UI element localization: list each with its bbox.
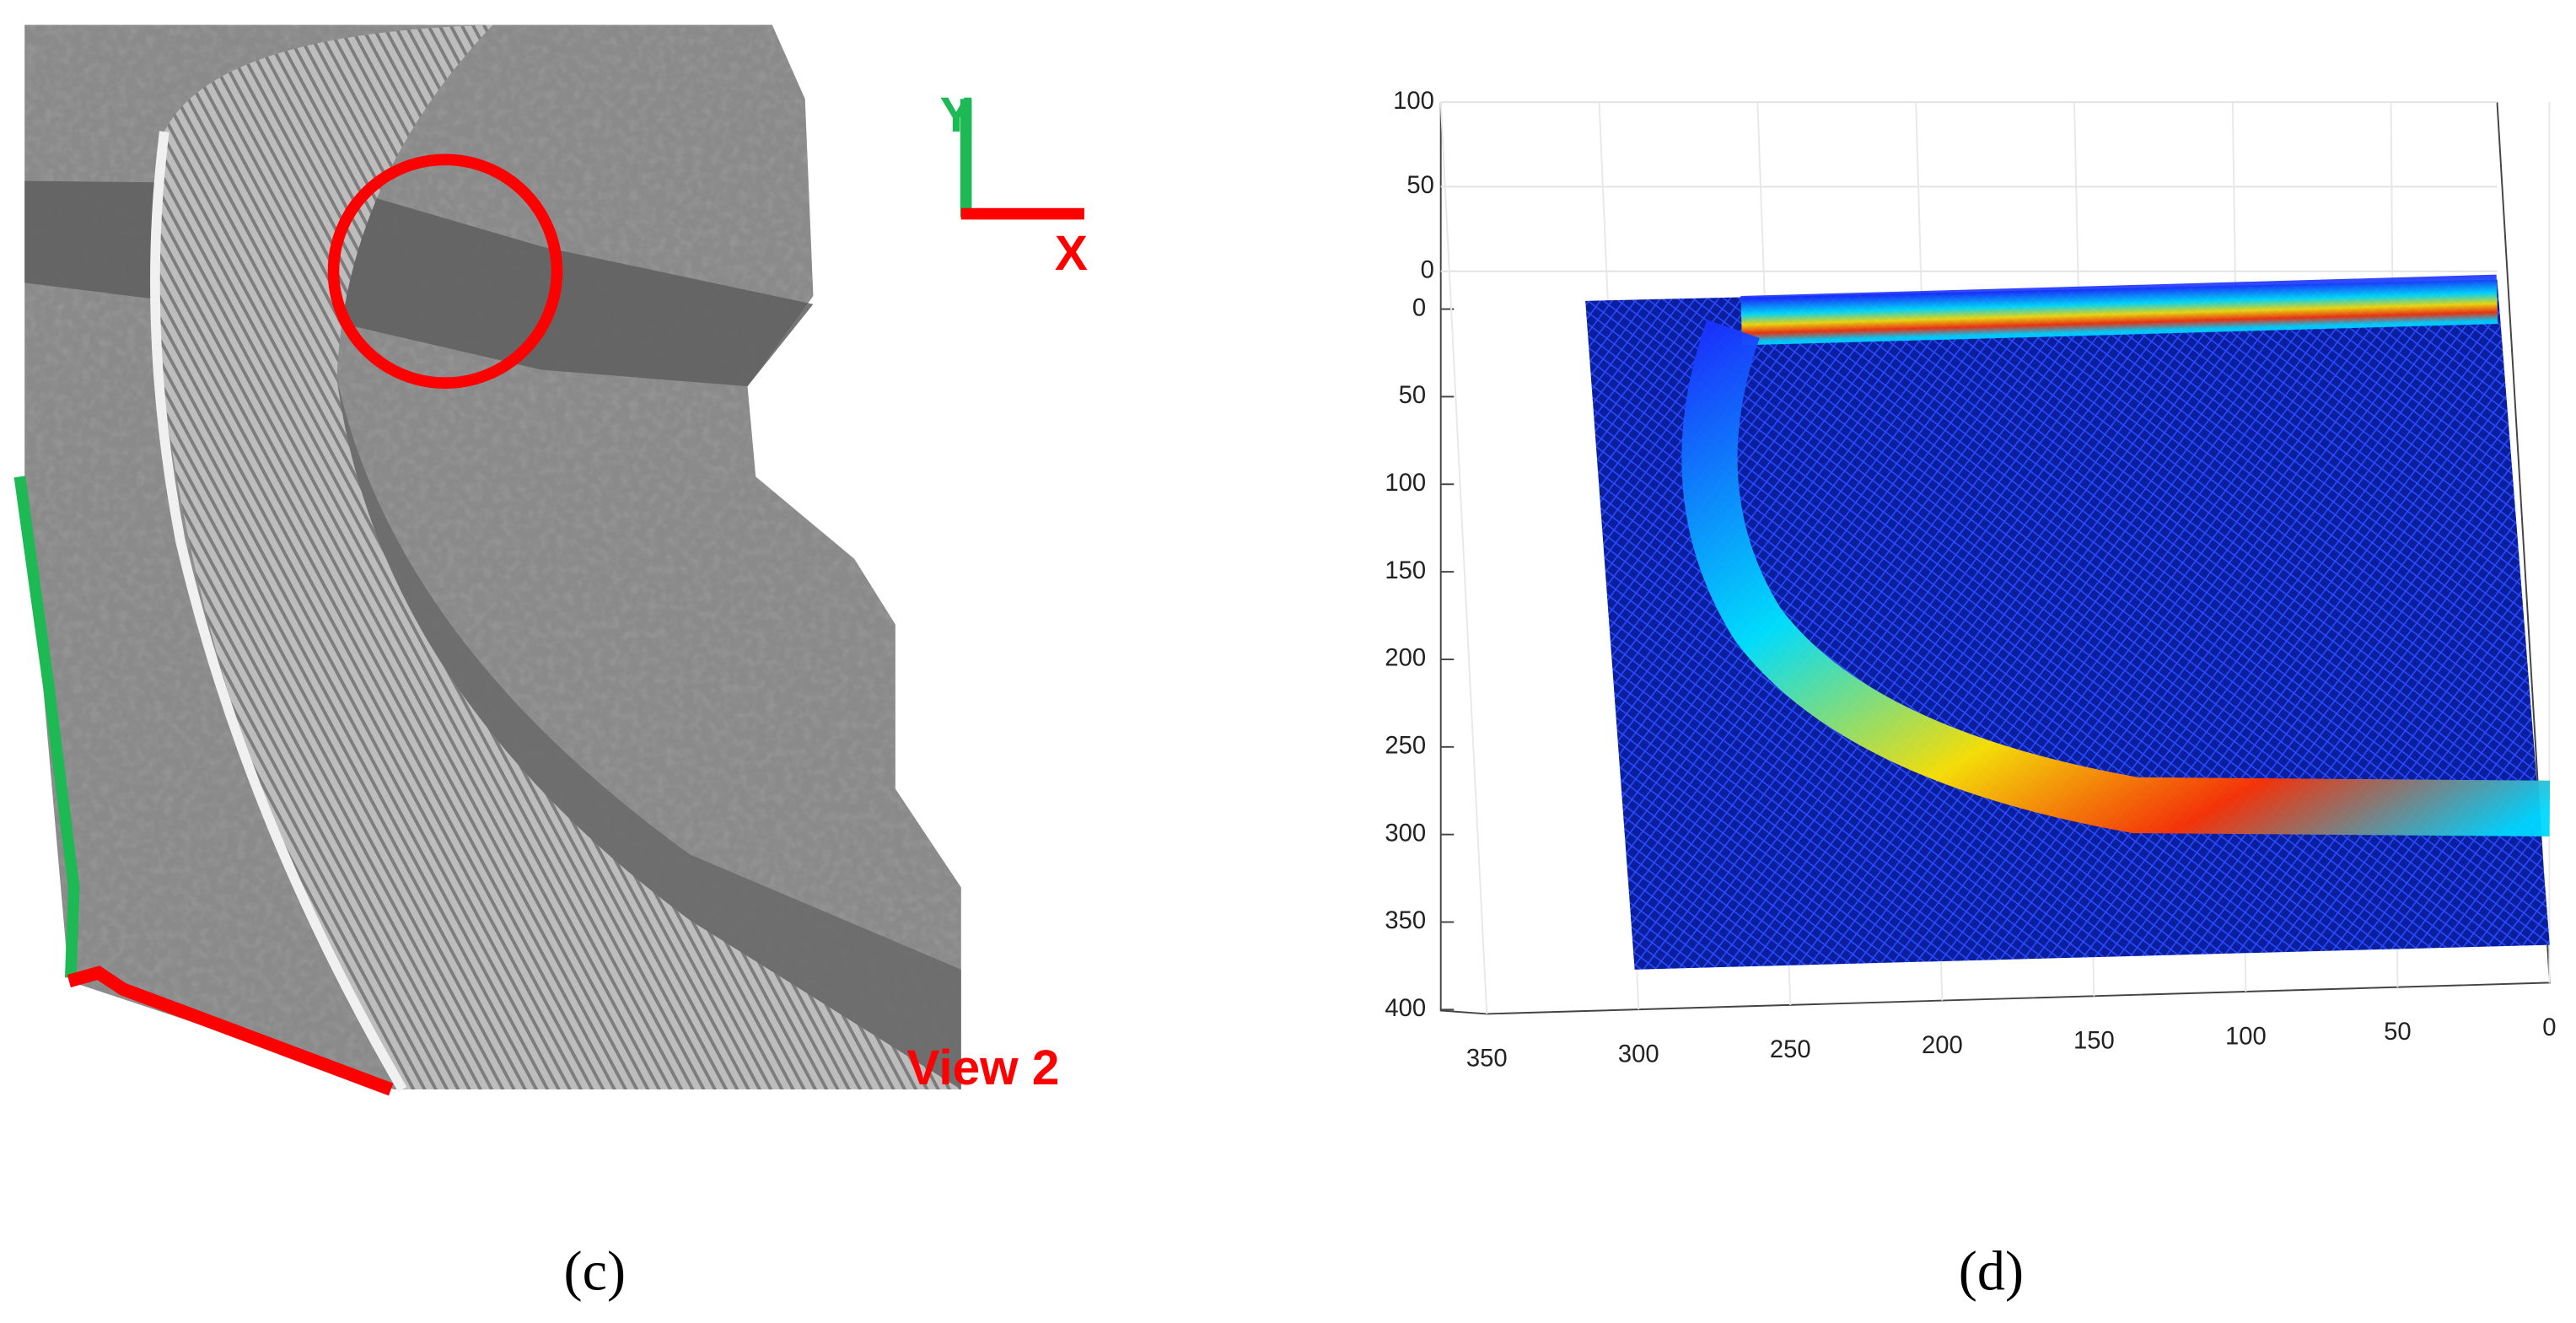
x-tick-label: 0 [2542, 1014, 2556, 1041]
x-tick-label: 300 [1618, 1041, 1659, 1068]
peak-band-top [1740, 274, 2498, 346]
x-tick-label: 100 [2225, 1023, 2267, 1050]
axis-x-label: X [1055, 226, 1088, 281]
edge-red [67, 965, 394, 1096]
z-tick-label: 100 [1393, 88, 1434, 115]
x-tick-label: 150 [2073, 1028, 2115, 1055]
x-tick-label: 250 [1770, 1036, 1811, 1063]
peak-band-curve [1681, 320, 2551, 836]
ridge-edge [150, 131, 407, 1092]
caption: (c) [564, 1241, 627, 1303]
y-tick-label: 350 [1385, 907, 1426, 934]
y-tick-label: 50 [1399, 382, 1427, 409]
y-tick-label: 200 [1385, 645, 1426, 672]
highlight-circle [327, 153, 563, 390]
edge-green [13, 476, 80, 978]
ridge [156, 24, 961, 1090]
x-tick-label: 350 [1466, 1046, 1508, 1073]
y-tick-label: 150 [1385, 557, 1426, 584]
panel-d: (d) 100 50 0 0 50 100 150 200 250 300 350 400 350 300… [1385, 88, 2556, 1303]
panel-c: Y X View 2 (c) [13, 24, 1088, 1303]
x-tick-label: 50 [2384, 1019, 2412, 1046]
grid-line [1439, 102, 1488, 1014]
y-tick-label: 100 [1385, 470, 1426, 497]
y-tick-label: 250 [1385, 733, 1426, 760]
axis-y-label: Y [939, 88, 972, 143]
y-tick-label: 0 [1412, 294, 1426, 321]
y-tick-label: 400 [1385, 995, 1426, 1022]
y-tick-label: 300 [1385, 820, 1426, 847]
view-label: View 2 [906, 1041, 1059, 1095]
x-tick-label: 200 [1922, 1032, 1963, 1059]
z-tick-label: 50 [1406, 172, 1434, 199]
z-tick-label: 0 [1421, 256, 1434, 283]
caption: (d) [1959, 1241, 2024, 1303]
shadow-curve [336, 378, 961, 1090]
